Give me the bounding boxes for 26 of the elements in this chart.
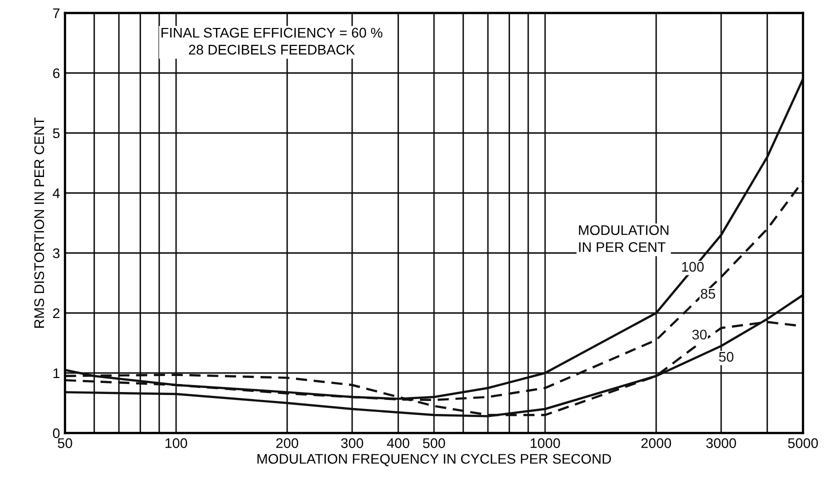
- y-tick-label: 3: [52, 248, 60, 258]
- series-label: 50: [719, 352, 734, 362]
- x-axis-title: MODULATION FREQUENCY IN CYCLES PER SECOND: [258, 454, 611, 466]
- x-tick-label: 100: [166, 438, 188, 448]
- y-tick-label: 4: [52, 188, 60, 198]
- annotation: MODULATION IN PER CENT: [579, 225, 668, 252]
- y-tick-label: 2: [53, 308, 60, 318]
- x-tick-label: 3000: [706, 438, 736, 448]
- y-axis-title: RMS DISTORTION IN PER CENT: [34, 117, 44, 328]
- annotation: FINAL STAGE EFFICIENCY = 60 % 28 DECIBELS FEEDBACK: [162, 28, 382, 55]
- series-label: 100: [682, 262, 704, 272]
- x-tick-label: 500: [422, 438, 446, 448]
- x-tick-label: 300: [341, 438, 364, 448]
- x-tick-label: 50: [58, 438, 72, 448]
- series-label: 85: [700, 288, 716, 299]
- y-tick-label: 7: [53, 8, 60, 18]
- y-tick-label: 6: [53, 68, 60, 78]
- y-tick-label: 5: [52, 128, 60, 138]
- y-tick-label: 0: [52, 428, 60, 438]
- x-tick-label: 200: [276, 438, 298, 448]
- x-tick-label: 1000: [530, 438, 560, 448]
- y-tick-label: 1: [53, 368, 60, 378]
- x-tick-label: 400: [386, 438, 410, 448]
- series-label: 30: [692, 330, 707, 340]
- x-tick-label: 5000: [788, 438, 818, 448]
- x-tick-label: 2000: [641, 438, 672, 448]
